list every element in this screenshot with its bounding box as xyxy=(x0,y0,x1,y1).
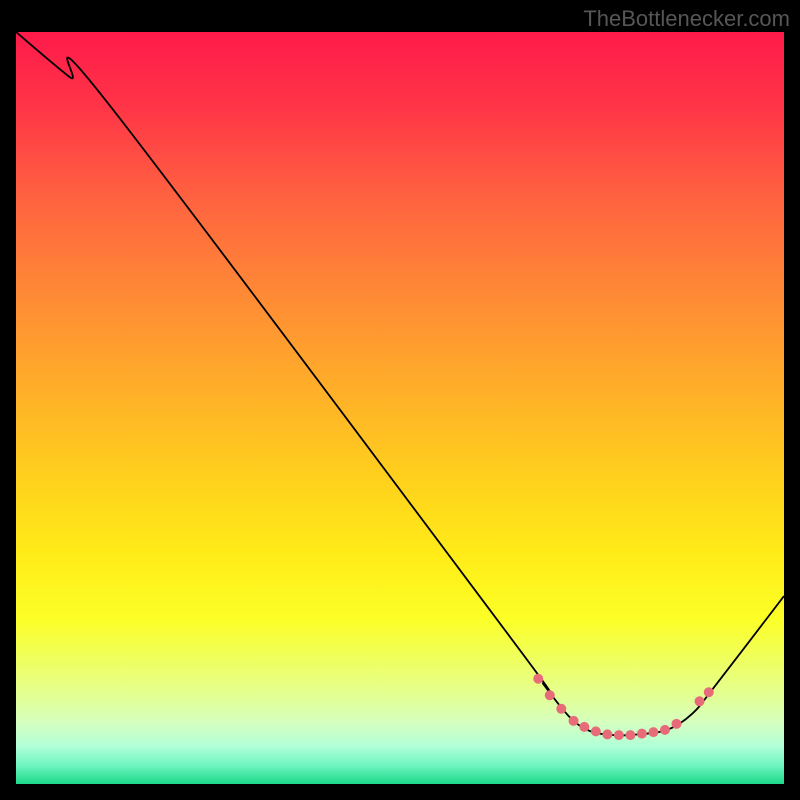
marker-group xyxy=(533,674,714,740)
marker-point xyxy=(660,725,670,735)
marker-point xyxy=(614,730,624,740)
marker-point xyxy=(556,704,566,714)
marker-point xyxy=(625,730,635,740)
marker-point xyxy=(579,722,589,732)
chart-area xyxy=(16,32,784,784)
marker-point xyxy=(545,690,555,700)
marker-point xyxy=(533,674,543,684)
watermark: TheBottlenecker.com xyxy=(583,6,790,32)
marker-point xyxy=(569,716,579,726)
marker-point xyxy=(602,729,612,739)
marker-point xyxy=(637,729,647,739)
chart-curve xyxy=(16,32,784,735)
marker-point xyxy=(648,727,658,737)
marker-point xyxy=(695,696,705,706)
marker-point xyxy=(671,719,681,729)
marker-point xyxy=(704,687,714,697)
curve-layer xyxy=(16,32,784,784)
marker-point xyxy=(591,726,601,736)
